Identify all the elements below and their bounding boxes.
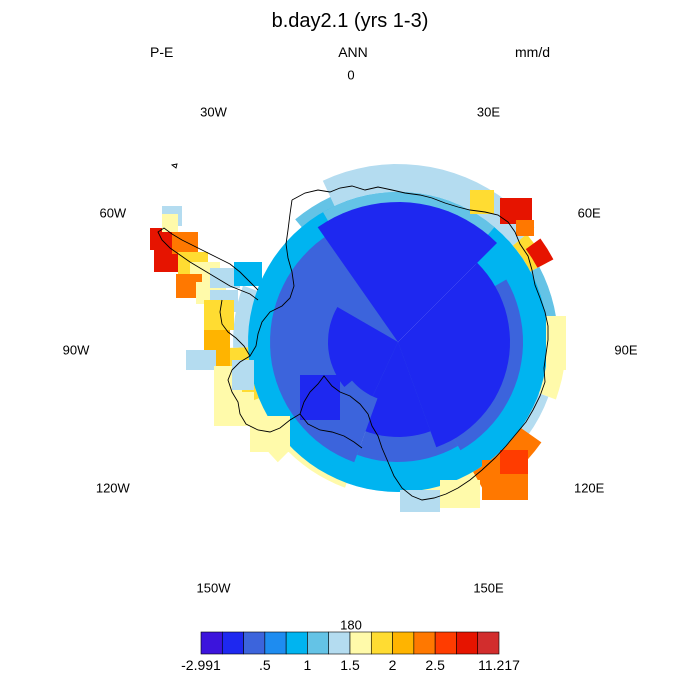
- longitude-label: 150E: [473, 580, 504, 596]
- map-ross-ice-shelf: [313, 380, 378, 446]
- longitude-label: 120W: [95, 480, 130, 495]
- colorbar-swatch: [349, 631, 372, 655]
- colorbar-tick-label: 1.5: [340, 657, 360, 673]
- colorbar-tick-label: 2: [388, 657, 397, 673]
- colorbar-swatch: [243, 631, 266, 655]
- colorbar-tick-label: 2.5: [425, 657, 445, 673]
- colorbar-swatch: [413, 631, 436, 655]
- map-coastal-ring-south: [290, 419, 468, 482]
- colorbar-tick-label: 1: [303, 657, 312, 673]
- units-label: mm/d: [515, 44, 550, 60]
- longitude-label: 150W: [196, 580, 231, 596]
- plot-title: b.day2.1 (yrs 1-3): [271, 10, 429, 32]
- map-east-coast-block-2: [516, 220, 534, 236]
- map-peninsula-block-11: [234, 262, 262, 286]
- coastline-island: [170, 163, 178, 169]
- coastline-ellsworth: [219, 299, 251, 357]
- season-label: ANN: [338, 44, 368, 60]
- map-amundsen-block-6: [232, 360, 254, 390]
- map-east-coast-block-0: [470, 190, 494, 214]
- colorbar-tick-label: .5: [259, 657, 271, 673]
- colorbar-swatch: [307, 631, 330, 655]
- map-peninsula-block-9: [162, 214, 178, 232]
- longitude-label: 90W: [62, 342, 90, 358]
- colorbar-swatch: [392, 631, 415, 655]
- map-east-coast-block-3: [546, 316, 566, 370]
- longitude-label: 60E: [577, 205, 601, 220]
- coastline-east-antarctica: [291, 185, 549, 501]
- coastline-west-antarctica: [227, 199, 301, 433]
- map-east-antarctica-south: [357, 342, 431, 437]
- colorbar-swatch: [221, 631, 244, 655]
- colorbar-tick-label: -2.991: [181, 657, 221, 673]
- map-east-coast-block-7: [400, 490, 440, 512]
- map-east-coast-block-5: [500, 450, 528, 474]
- colorbar-swatch: [434, 631, 457, 655]
- map-fill-layer: [150, 164, 566, 512]
- longitude-label: 60W: [99, 205, 127, 220]
- map-band-0: [322, 164, 535, 246]
- colorbar-swatch: [285, 631, 308, 655]
- coastline-ross-sea: [299, 375, 369, 449]
- longitude-label: 0: [347, 67, 355, 83]
- colorbar-swatch: [456, 631, 479, 655]
- colorbar-swatch: [370, 631, 393, 655]
- longitude-label: 30W: [200, 104, 227, 120]
- colorbar-swatch: [328, 631, 351, 655]
- colorbar-tick-label: 11.217: [478, 657, 520, 673]
- longitude-label: 30E: [476, 104, 501, 120]
- map-east-antarctica-north: [317, 202, 497, 342]
- longitude-label: 180: [340, 617, 362, 633]
- variable-label: P-E: [150, 44, 174, 60]
- map-amundsen-block-4: [214, 392, 254, 426]
- longitude-label: 120E: [573, 480, 605, 495]
- longitude-label: 90E: [614, 342, 638, 358]
- map-amundsen-block-5: [250, 416, 290, 452]
- map-east-antarctica-east: [398, 262, 510, 448]
- map-peninsula-block-10: [210, 268, 240, 288]
- map-amundsen-block-2: [186, 350, 216, 370]
- colorbar-swatch: [477, 631, 500, 655]
- map-pole-core: [328, 307, 398, 406]
- colorbar-swatch: [264, 631, 287, 655]
- map-amundsen-block-0: [204, 300, 234, 330]
- coastline-peninsula: [157, 227, 259, 301]
- map-band-2: [525, 238, 554, 268]
- colorbar-swatch: [200, 631, 223, 655]
- coastline: [157, 163, 549, 501]
